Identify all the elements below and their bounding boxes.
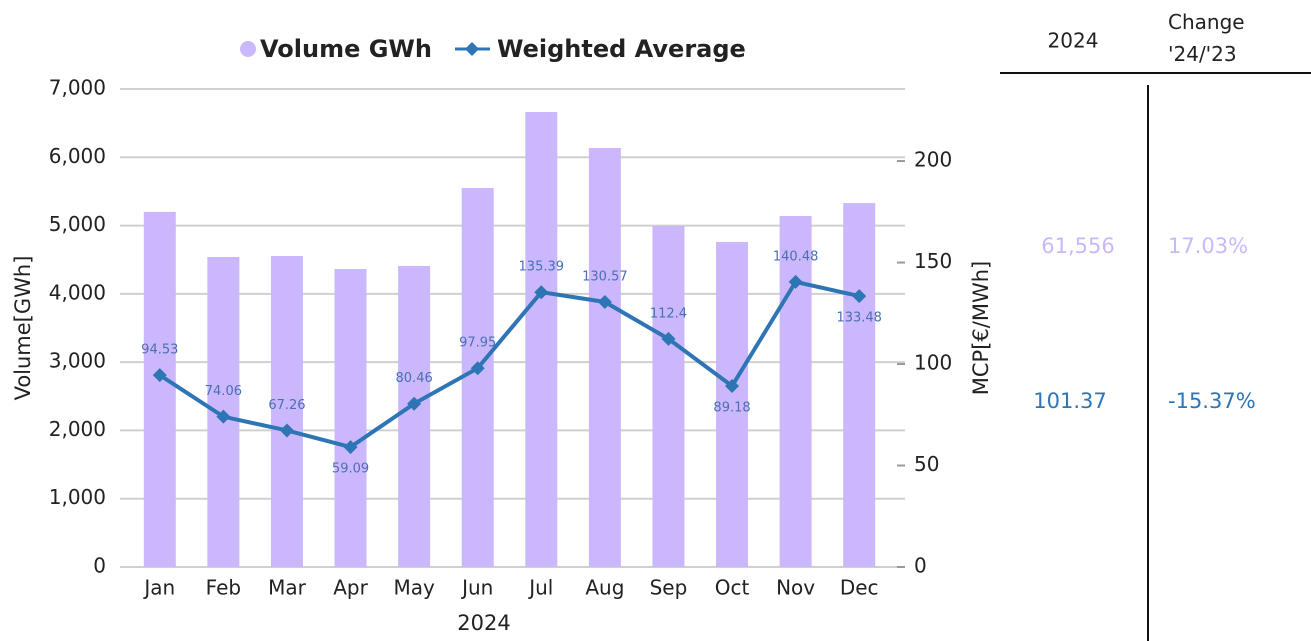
table-header: 2024 — [1048, 29, 1099, 53]
x-tick-label: Dec — [840, 576, 879, 600]
bar — [461, 188, 494, 567]
line-marker — [597, 294, 612, 309]
x-tick-label: Mar — [268, 576, 307, 600]
line — [158, 279, 860, 450]
line-marker — [470, 361, 485, 376]
line-marker — [279, 423, 294, 438]
y-tick-label: 3,000 — [49, 349, 106, 373]
data-label: 130.57 — [582, 269, 628, 284]
bar — [334, 269, 367, 567]
bar — [398, 265, 431, 567]
line-marker — [788, 274, 803, 289]
x-tick-label: Apr — [333, 576, 368, 600]
table-cell: 61,556 — [1041, 234, 1114, 258]
data-label: 133.48 — [836, 311, 882, 326]
bar — [779, 216, 812, 568]
data-label: 97.95 — [459, 336, 496, 351]
table-cell: 101.37 — [1033, 389, 1106, 413]
table-cell: -15.37% — [1168, 389, 1256, 413]
data-label: 89.18 — [713, 400, 750, 415]
line-marker — [725, 378, 740, 393]
legend-swatch — [240, 41, 256, 57]
data-label: 59.09 — [332, 462, 369, 477]
y2-tick-label: 150 — [914, 249, 952, 273]
table-cell: 17.03% — [1168, 234, 1248, 258]
y2-tick-label: 100 — [914, 351, 952, 375]
line-marker — [407, 396, 422, 411]
x-tick-label: Feb — [206, 576, 241, 600]
y-tick-label: 7,000 — [49, 76, 106, 100]
x-tick-label: Nov — [776, 576, 815, 600]
line-marker — [152, 368, 167, 383]
bar — [652, 225, 685, 567]
y-tick-label: 6,000 — [49, 144, 106, 168]
legend-swatch — [465, 42, 479, 56]
legend-label: Volume GWh — [260, 35, 432, 63]
x-tick-label: Jul — [527, 576, 553, 600]
line-marker — [661, 331, 676, 346]
y-tick-label: 1,000 — [49, 485, 106, 509]
line-marker — [852, 289, 867, 304]
y2-tick-label: 50 — [914, 452, 939, 476]
bar — [270, 255, 303, 568]
data-label: 67.26 — [268, 398, 305, 413]
y2-tick-label: 0 — [914, 554, 927, 578]
bar — [588, 147, 621, 568]
y-tick-label: 2,000 — [49, 417, 106, 441]
bar — [525, 112, 558, 568]
line-marker — [216, 409, 231, 424]
data-label: 80.46 — [396, 371, 433, 386]
data-label: 140.48 — [773, 249, 819, 264]
bar — [716, 242, 749, 567]
bar — [843, 203, 876, 567]
y-tick-label: 0 — [93, 554, 106, 578]
x-tick-label: May — [393, 576, 435, 600]
line-marker — [343, 440, 358, 455]
data-label: 135.39 — [519, 260, 565, 275]
y-tick-label: 5,000 — [49, 212, 106, 236]
x-tick-label: Aug — [585, 576, 624, 600]
legend-label: Weighted Average — [497, 35, 746, 63]
y2-axis-title: MCP[€/MWh] — [969, 261, 993, 395]
x-tick-label: Jun — [460, 576, 493, 600]
x-tick-label: Jan — [142, 576, 175, 600]
x-tick-label: Sep — [650, 576, 688, 600]
bar — [143, 211, 176, 567]
data-label: 74.06 — [205, 384, 242, 399]
data-label: 94.53 — [141, 343, 178, 358]
data-label: 112.4 — [650, 306, 687, 321]
line-marker — [534, 285, 549, 300]
y2-tick-label: 200 — [914, 148, 952, 172]
table-header: Change '24/'23 — [1168, 10, 1245, 66]
y-tick-label: 4,000 — [49, 280, 106, 304]
x-tick-label: Oct — [715, 576, 750, 600]
y-axis-title: Volume[GWh] — [11, 256, 35, 401]
x-axis-title: 2024 — [457, 611, 510, 635]
